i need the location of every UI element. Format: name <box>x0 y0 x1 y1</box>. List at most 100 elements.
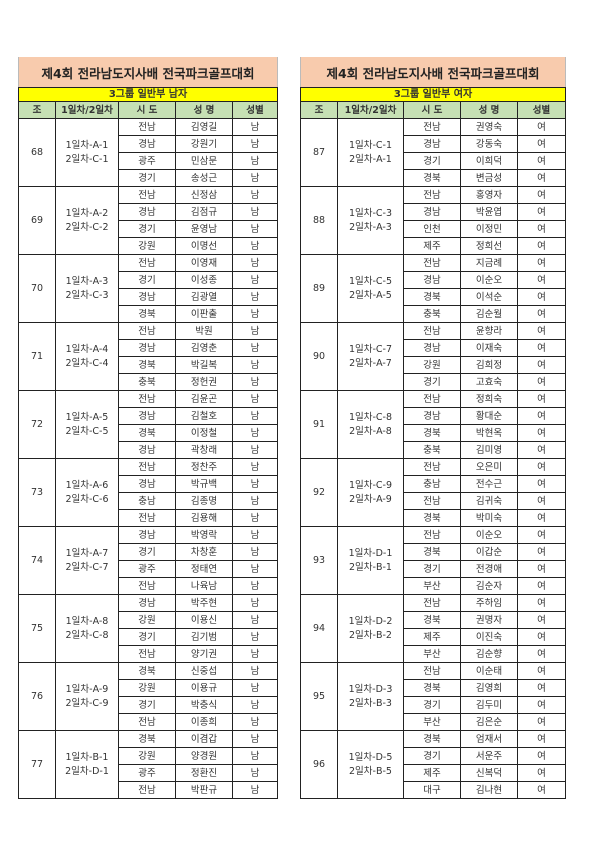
men-roster-panel: 제4회 전라남도지사배 전국파크골프대회 3그룹 일반부 남자 조 1일차/2일… <box>18 57 278 799</box>
day2-slot: 2일차-B-1 <box>349 561 392 573</box>
table-row: 91 1일차-C-8 2일차-A-8 전남 정희숙 여 <box>300 390 566 459</box>
gender: 여 <box>517 407 566 425</box>
region: 충남 <box>118 492 176 510</box>
table-row: 부산 김은순 여 <box>301 713 566 731</box>
gender: 남 <box>232 492 278 510</box>
gender: 여 <box>517 305 566 323</box>
region: 경북 <box>118 356 176 374</box>
player-name: 이명선 <box>175 237 233 255</box>
schedule-cell: 1일차-C-1 2일차-A-1 <box>337 118 404 187</box>
gender: 여 <box>517 475 566 493</box>
region: 전남 <box>403 458 461 476</box>
gender: 남 <box>232 220 278 238</box>
table-row: 경기 박충식 남 <box>19 696 278 714</box>
day1-slot: 1일차-D-2 <box>348 615 393 627</box>
table-row: 96 1일차-D-5 2일차-B-5 경북 엄재서 여 <box>300 730 566 799</box>
gender: 여 <box>517 186 566 204</box>
schedule-cell: 1일차-A-8 2일차-C-8 <box>55 594 119 663</box>
player-name: 김순향 <box>460 645 518 663</box>
region: 경북 <box>403 611 461 629</box>
player-name: 이재숙 <box>460 339 518 357</box>
group-number: 71 <box>18 322 56 391</box>
player-name: 엄재서 <box>460 730 518 748</box>
region: 전남 <box>403 594 461 612</box>
schedule-cell: 1일차-B-1 2일차-D-1 <box>55 730 119 799</box>
table-row: 경북 변금성 여 <box>301 169 566 187</box>
group-number: 70 <box>18 254 56 323</box>
player-name: 김영길 <box>175 118 233 136</box>
table-row: 68 1일차-A-1 2일차-C-1 전남 김영길 남 <box>18 118 278 187</box>
day2-slot: 2일차-B-2 <box>349 629 392 641</box>
gender: 남 <box>232 679 278 697</box>
region: 전남 <box>118 390 176 408</box>
gender: 여 <box>517 730 566 748</box>
day1-slot: 1일차-C-9 <box>348 479 393 491</box>
region: 경북 <box>403 169 461 187</box>
player-name: 윤영남 <box>175 220 233 238</box>
region: 제주 <box>403 237 461 255</box>
table-row: 경북 이갑순 여 <box>301 543 566 561</box>
schedule-cell: 1일차-A-2 2일차-C-2 <box>55 186 119 255</box>
schedule-cell: 1일차-A-5 2일차-C-5 <box>55 390 119 459</box>
table-row: 경남 김점규 남 <box>19 203 278 221</box>
player-name: 신복덕 <box>460 764 518 782</box>
schedule-cell: 1일차-A-1 2일차-C-1 <box>55 118 119 187</box>
table-row: 경기 김두미 여 <box>301 696 566 714</box>
region: 전남 <box>403 118 461 136</box>
region: 대구 <box>403 781 461 799</box>
player-name: 고효숙 <box>460 373 518 391</box>
gender: 남 <box>232 764 278 782</box>
region: 경기 <box>403 696 461 714</box>
region: 경기 <box>403 747 461 765</box>
region: 전남 <box>118 458 176 476</box>
gender: 여 <box>517 237 566 255</box>
header-gender: 성별 <box>232 101 278 119</box>
day2-slot: 2일차-A-1 <box>349 153 392 165</box>
player-name: 신정삼 <box>175 186 233 204</box>
day2-slot: 2일차-A-7 <box>349 357 392 369</box>
gender: 남 <box>232 271 278 289</box>
table-row: 74 1일차-A-7 2일차-C-7 경남 박영락 남 <box>18 526 278 595</box>
table-row: 전남 박판규 남 <box>19 781 278 799</box>
region: 경남 <box>403 339 461 357</box>
region: 전남 <box>403 526 461 544</box>
region: 경남 <box>118 407 176 425</box>
men-roster-table: 3그룹 일반부 남자 조 1일차/2일차 시 도 성 명 성별 68 1일차-A-… <box>18 87 278 799</box>
day2-slot: 2일차-B-3 <box>349 697 392 709</box>
player-name: 이용규 <box>175 679 233 697</box>
table-row: 73 1일차-A-6 2일차-C-6 전남 정찬주 남 <box>18 458 278 527</box>
gender: 남 <box>232 237 278 255</box>
region: 경기 <box>118 543 176 561</box>
table-row: 경기 김기범 남 <box>19 628 278 646</box>
region: 경남 <box>118 288 176 306</box>
table-row: 88 1일차-C-3 2일차-A-3 전남 홍영자 여 <box>300 186 566 255</box>
player-name: 주하임 <box>460 594 518 612</box>
player-name: 박원 <box>175 322 233 340</box>
group-number: 75 <box>18 594 56 663</box>
player-name: 변금성 <box>460 169 518 187</box>
gender: 남 <box>232 356 278 374</box>
region: 전남 <box>118 577 176 595</box>
player-name: 나육남 <box>175 577 233 595</box>
schedule-cell: 1일차-D-1 2일차-B-1 <box>337 526 404 595</box>
table-row: 95 1일차-D-3 2일차-B-3 전남 이순태 여 <box>300 662 566 731</box>
gender: 남 <box>232 390 278 408</box>
gender: 여 <box>517 220 566 238</box>
player-name: 홍영자 <box>460 186 518 204</box>
region: 경남 <box>403 407 461 425</box>
player-name: 박현옥 <box>460 424 518 442</box>
gender: 남 <box>232 424 278 442</box>
player-name: 김은순 <box>460 713 518 731</box>
region: 경기 <box>118 628 176 646</box>
region: 전남 <box>118 645 176 663</box>
region: 전남 <box>403 322 461 340</box>
region: 경북 <box>403 288 461 306</box>
table-row: 부산 김순향 여 <box>301 645 566 663</box>
day1-slot: 1일차-A-3 <box>65 275 109 287</box>
gender: 남 <box>232 696 278 714</box>
schedule-cell: 1일차-A-7 2일차-C-7 <box>55 526 119 595</box>
region: 경남 <box>403 203 461 221</box>
region: 제주 <box>403 764 461 782</box>
region: 전남 <box>118 118 176 136</box>
table-row: 강원 이명선 남 <box>19 237 278 255</box>
